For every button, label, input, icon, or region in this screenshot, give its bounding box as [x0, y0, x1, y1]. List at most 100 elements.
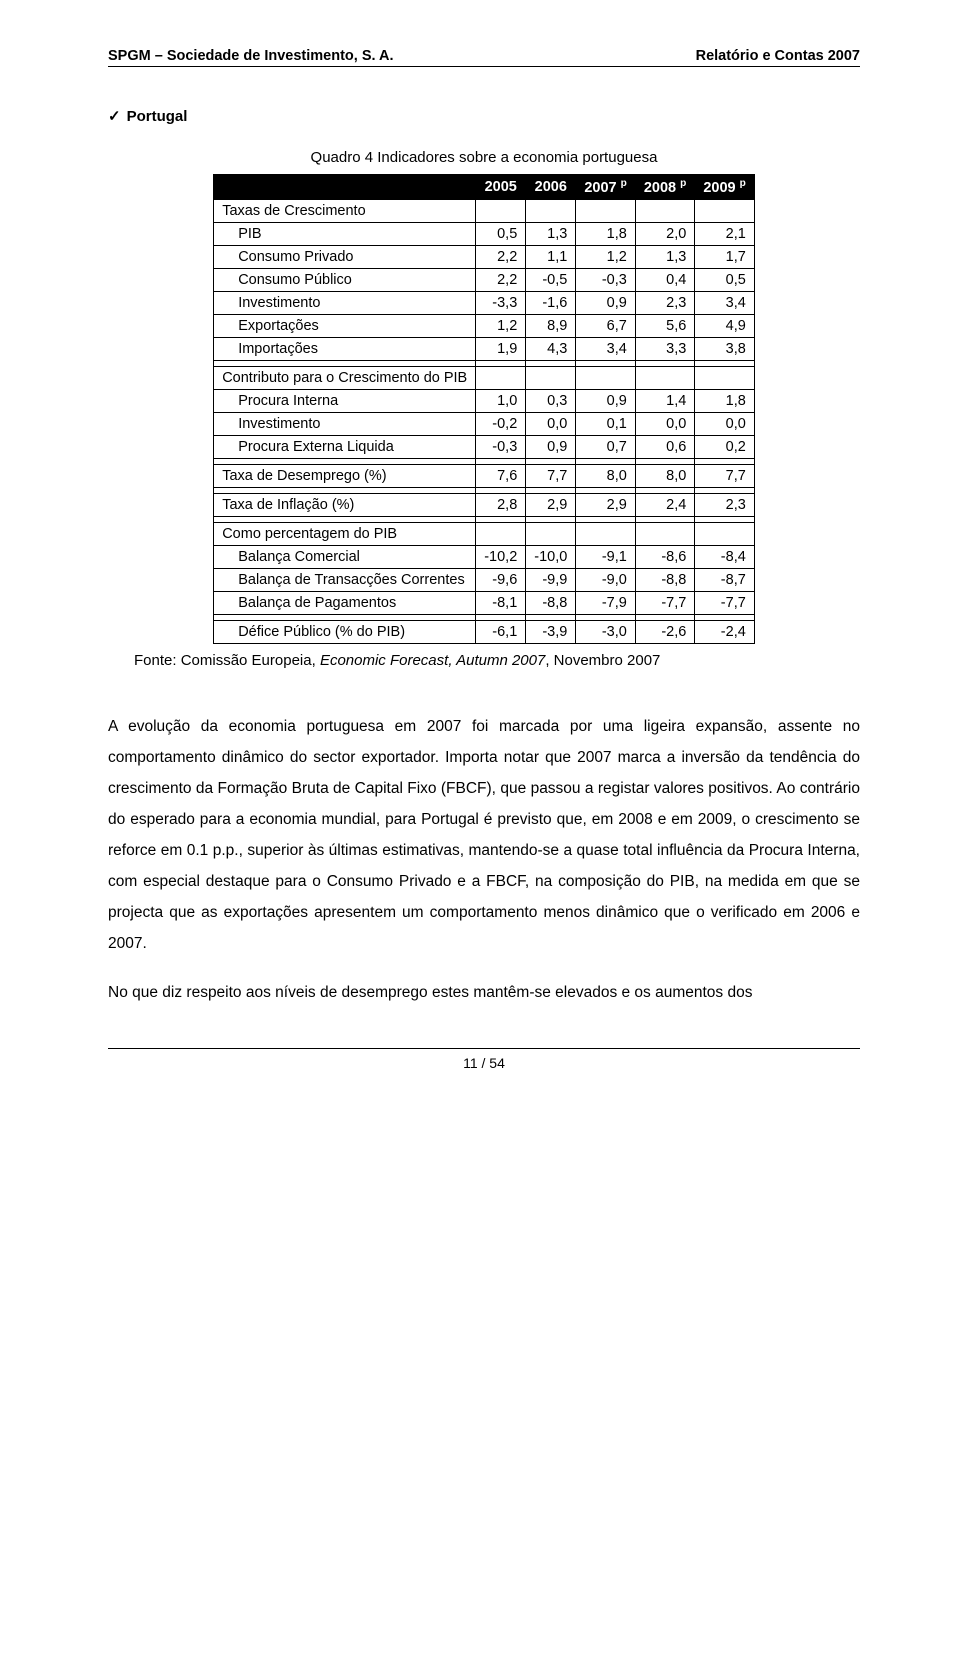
cell: 0,0 [695, 412, 754, 435]
cell: 3,8 [695, 337, 754, 360]
row-label: Consumo Público [214, 268, 476, 291]
row-label: Consumo Privado [214, 245, 476, 268]
cell [526, 199, 576, 222]
cell [635, 522, 694, 545]
row-label: Balança Comercial [214, 545, 476, 568]
row-label: Taxa de Desemprego (%) [214, 464, 476, 487]
cell: 7,7 [526, 464, 576, 487]
cell: 8,0 [576, 464, 635, 487]
cell: 1,0 [476, 389, 526, 412]
row-label: Investimento [214, 412, 476, 435]
section-header-row: Taxa de Desemprego (%)7,67,78,08,07,7 [214, 464, 755, 487]
cell: 1,8 [695, 389, 754, 412]
paragraph-1: A evolução da economia portuguesa em 200… [108, 711, 860, 959]
cell: -3,0 [576, 620, 635, 643]
running-header: SPGM – Sociedade de Investimento, S. A. … [108, 48, 860, 64]
cell: 2,2 [476, 245, 526, 268]
cell: -7,9 [576, 591, 635, 614]
col-header: 2007 p [576, 175, 635, 200]
cell: 1,3 [526, 222, 576, 245]
cell: 3,4 [576, 337, 635, 360]
row-label: Procura Interna [214, 389, 476, 412]
section-header-row: Como percentagem do PIB [214, 522, 755, 545]
footer-rule [108, 1048, 860, 1049]
cell [526, 366, 576, 389]
cell: 2,3 [635, 291, 694, 314]
indicators-table: 200520062007 p2008 p2009 p Taxas de Cres… [213, 174, 755, 644]
cell: 8,0 [635, 464, 694, 487]
row-label: Como percentagem do PIB [214, 522, 476, 545]
cell: -7,7 [695, 591, 754, 614]
cell: -3,3 [476, 291, 526, 314]
cell [476, 199, 526, 222]
cell: 0,0 [526, 412, 576, 435]
section-bullet: ✓Portugal [108, 107, 860, 125]
cell [695, 366, 754, 389]
section-header-row: Contributo para o Crescimento do PIB [214, 366, 755, 389]
table-row: Balança Comercial-10,2-10,0-9,1-8,6-8,4 [214, 545, 755, 568]
cell: 3,4 [695, 291, 754, 314]
cell: 0,2 [695, 435, 754, 458]
cell: 0,1 [576, 412, 635, 435]
cell: 2,8 [476, 493, 526, 516]
cell: 0,0 [635, 412, 694, 435]
page-container: SPGM – Sociedade de Investimento, S. A. … [0, 0, 960, 1131]
check-icon: ✓ [108, 108, 121, 125]
cell: 0,7 [576, 435, 635, 458]
col-header: 2006 [526, 175, 576, 200]
cell: 0,3 [526, 389, 576, 412]
cell: 0,6 [635, 435, 694, 458]
section-header-row: Défice Público (% do PIB)-6,1-3,9-3,0-2,… [214, 620, 755, 643]
header-blank [214, 175, 476, 200]
cell: 2,9 [576, 493, 635, 516]
cell: -0,2 [476, 412, 526, 435]
cell: -8,8 [635, 568, 694, 591]
cell: -8,7 [695, 568, 754, 591]
fonte-prefix: Fonte: Comissão Europeia, [134, 652, 320, 669]
table-title: Quadro 4 Indicadores sobre a economia po… [108, 149, 860, 166]
cell: -9,9 [526, 568, 576, 591]
row-label: Exportações [214, 314, 476, 337]
row-label: Balança de Pagamentos [214, 591, 476, 614]
cell: -1,6 [526, 291, 576, 314]
cell: 0,5 [695, 268, 754, 291]
table-row: Balança de Transacções Correntes-9,6-9,9… [214, 568, 755, 591]
cell: -9,0 [576, 568, 635, 591]
section-header-row: Taxas de Crescimento [214, 199, 755, 222]
cell: -0,5 [526, 268, 576, 291]
table-row: Procura Interna1,00,30,91,41,8 [214, 389, 755, 412]
cell: -2,6 [635, 620, 694, 643]
table-row: Balança de Pagamentos-8,1-8,8-7,9-7,7-7,… [214, 591, 755, 614]
cell: -8,4 [695, 545, 754, 568]
col-header: 2005 [476, 175, 526, 200]
cell: -8,1 [476, 591, 526, 614]
cell: 1,4 [635, 389, 694, 412]
cell: 6,7 [576, 314, 635, 337]
cell [695, 522, 754, 545]
header-right: Relatório e Contas 2007 [696, 48, 860, 64]
cell [635, 199, 694, 222]
cell: 4,9 [695, 314, 754, 337]
cell: 1,8 [576, 222, 635, 245]
cell: -8,8 [526, 591, 576, 614]
header-left: SPGM – Sociedade de Investimento, S. A. [108, 48, 394, 64]
col-header: 2009 p [695, 175, 754, 200]
cell: 3,3 [635, 337, 694, 360]
cell [576, 366, 635, 389]
cell: 7,6 [476, 464, 526, 487]
table-header-row: 200520062007 p2008 p2009 p [214, 175, 755, 200]
table-body: Taxas de CrescimentoPIB0,51,31,82,02,1Co… [214, 199, 755, 643]
cell [635, 366, 694, 389]
cell [476, 522, 526, 545]
cell: 0,9 [576, 389, 635, 412]
row-label: Taxa de Inflação (%) [214, 493, 476, 516]
row-label: PIB [214, 222, 476, 245]
cell: 1,2 [476, 314, 526, 337]
cell: 4,3 [526, 337, 576, 360]
cell: 1,3 [635, 245, 694, 268]
cell: -7,7 [635, 591, 694, 614]
table-row: PIB0,51,31,82,02,1 [214, 222, 755, 245]
cell: -10,2 [476, 545, 526, 568]
col-header: 2008 p [635, 175, 694, 200]
table-row: Consumo Público2,2-0,5-0,30,40,5 [214, 268, 755, 291]
